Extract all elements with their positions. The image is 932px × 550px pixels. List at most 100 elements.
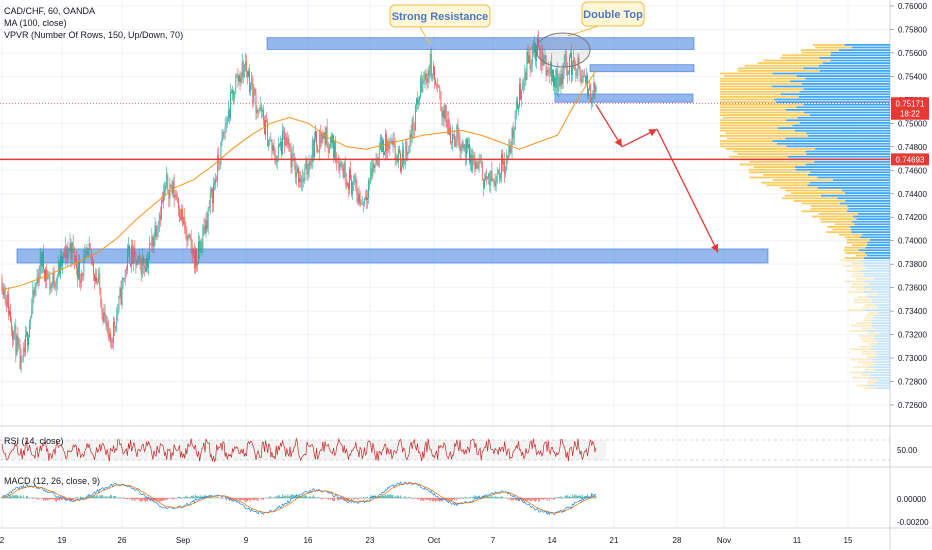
- symbol-legend[interactable]: CAD/CHF, 60, OANDA: [4, 6, 96, 16]
- macd-histogram: [63, 498, 65, 499]
- macd-histogram: [248, 498, 250, 500]
- macd-histogram: [189, 496, 191, 499]
- candle-body: [572, 62, 574, 75]
- macd-histogram: [199, 496, 201, 499]
- macd-histogram: [136, 498, 138, 500]
- candle-body: [579, 66, 581, 76]
- macd-histogram: [455, 498, 457, 499]
- candle-body: [533, 43, 535, 54]
- macd-histogram: [492, 497, 494, 499]
- candle-body: [80, 280, 82, 283]
- candle-body: [223, 132, 225, 134]
- volume-bar-down: [753, 166, 795, 168]
- macd-histogram: [565, 495, 567, 499]
- macd-histogram: [304, 495, 306, 499]
- candle-body: [587, 75, 588, 97]
- candle-body: [363, 198, 365, 205]
- rsi-label[interactable]: RSI (14, close): [4, 436, 64, 446]
- vpvr-legend[interactable]: VPVR (Number Of Rows, 150, Up/Down, 70): [4, 30, 184, 40]
- price-tag: [891, 107, 929, 120]
- candle-body: [70, 243, 72, 259]
- candle-body: [444, 105, 446, 119]
- macd-histogram: [502, 496, 503, 499]
- candle-body: [22, 347, 24, 356]
- candle-body: [194, 249, 196, 269]
- volume-bar-up: [819, 57, 890, 59]
- candle-body: [495, 182, 497, 187]
- support-line[interactable]: [0, 102, 890, 161]
- macd-histogram: [444, 498, 446, 500]
- candle-body: [371, 167, 373, 177]
- macd-histogram: [175, 498, 177, 499]
- candle-body: [504, 161, 506, 174]
- macd-histogram: [404, 495, 406, 499]
- macd-histogram: [311, 496, 313, 499]
- macd-histogram: [409, 497, 411, 499]
- volume-bar-down: [781, 197, 838, 200]
- candle-body: [129, 245, 130, 264]
- candle-body: [146, 258, 147, 272]
- macd-histogram: [544, 498, 546, 499]
- volume-bar-down: [729, 155, 788, 158]
- price-zones[interactable]: [16, 37, 769, 264]
- volume-bar-down: [842, 265, 864, 267]
- volume-bar-up: [873, 317, 890, 319]
- macd-histogram: [129, 498, 131, 500]
- volume-bar-up: [863, 291, 890, 293]
- macd-histogram: [423, 498, 425, 501]
- volume-bar-up: [870, 348, 890, 350]
- macd-histogram: [298, 495, 299, 499]
- candle-body: [460, 148, 462, 151]
- volume-bar-up: [867, 384, 890, 387]
- candle-body: [235, 77, 237, 94]
- candle-body: [549, 62, 551, 74]
- candle-body: [162, 200, 163, 202]
- candle-body: [377, 161, 379, 166]
- candle-body: [214, 182, 215, 185]
- macd-axis-label: 0.00000: [897, 495, 926, 504]
- candle-body: [21, 355, 23, 357]
- candle-body: [357, 195, 359, 204]
- macd-label[interactable]: MACD (12, 26, close, 9): [4, 476, 101, 486]
- candle-body: [92, 261, 94, 274]
- candle-body: [485, 176, 486, 180]
- volume-bar-up: [863, 265, 890, 267]
- candle-body: [237, 75, 239, 82]
- projection-arrows[interactable]: [595, 104, 719, 253]
- candle-body: [484, 179, 485, 188]
- candle-body: [565, 53, 567, 71]
- candle-body: [285, 137, 287, 146]
- macd-histogram: [555, 497, 557, 499]
- candle-body: [231, 92, 232, 94]
- macd-histogram: [263, 498, 264, 501]
- macd-histogram: [417, 498, 418, 500]
- macd-histogram: [426, 498, 428, 500]
- time-tick-label: 21: [610, 536, 619, 545]
- volume-bar-up: [848, 207, 890, 210]
- volume-bar-up: [830, 54, 890, 57]
- candle-body: [546, 70, 548, 76]
- volume-bar-down: [720, 88, 804, 90]
- time-axis[interactable]: 2 19 26 Sep 9 16 23 Oct 7 14 21 28 Nov 11 15: [0, 536, 853, 545]
- price-axis[interactable]: 0.760000.758000.756000.754000.752000.750…: [890, 2, 929, 410]
- candle-body: [246, 61, 247, 71]
- callouts[interactable]: Strong Resistance Double Top: [389, 1, 645, 68]
- candle-body: [106, 322, 108, 327]
- macd-histogram: [156, 498, 158, 502]
- macd-histogram: [256, 498, 258, 501]
- ma-legend[interactable]: MA (100, close): [4, 18, 67, 28]
- candle-body: [352, 182, 354, 195]
- macd-histogram: [152, 498, 154, 502]
- candle-body: [179, 209, 180, 217]
- volume-bar-up: [862, 371, 890, 374]
- macd-histogram: [458, 498, 460, 499]
- candle-body: [84, 252, 86, 259]
- candle-body: [509, 145, 511, 153]
- candle-body: [135, 254, 137, 266]
- volume-bar-down: [853, 298, 873, 301]
- candle-body: [373, 163, 375, 168]
- candle-body: [180, 216, 181, 220]
- candle-body: [512, 128, 514, 139]
- candle-body: [265, 119, 266, 135]
